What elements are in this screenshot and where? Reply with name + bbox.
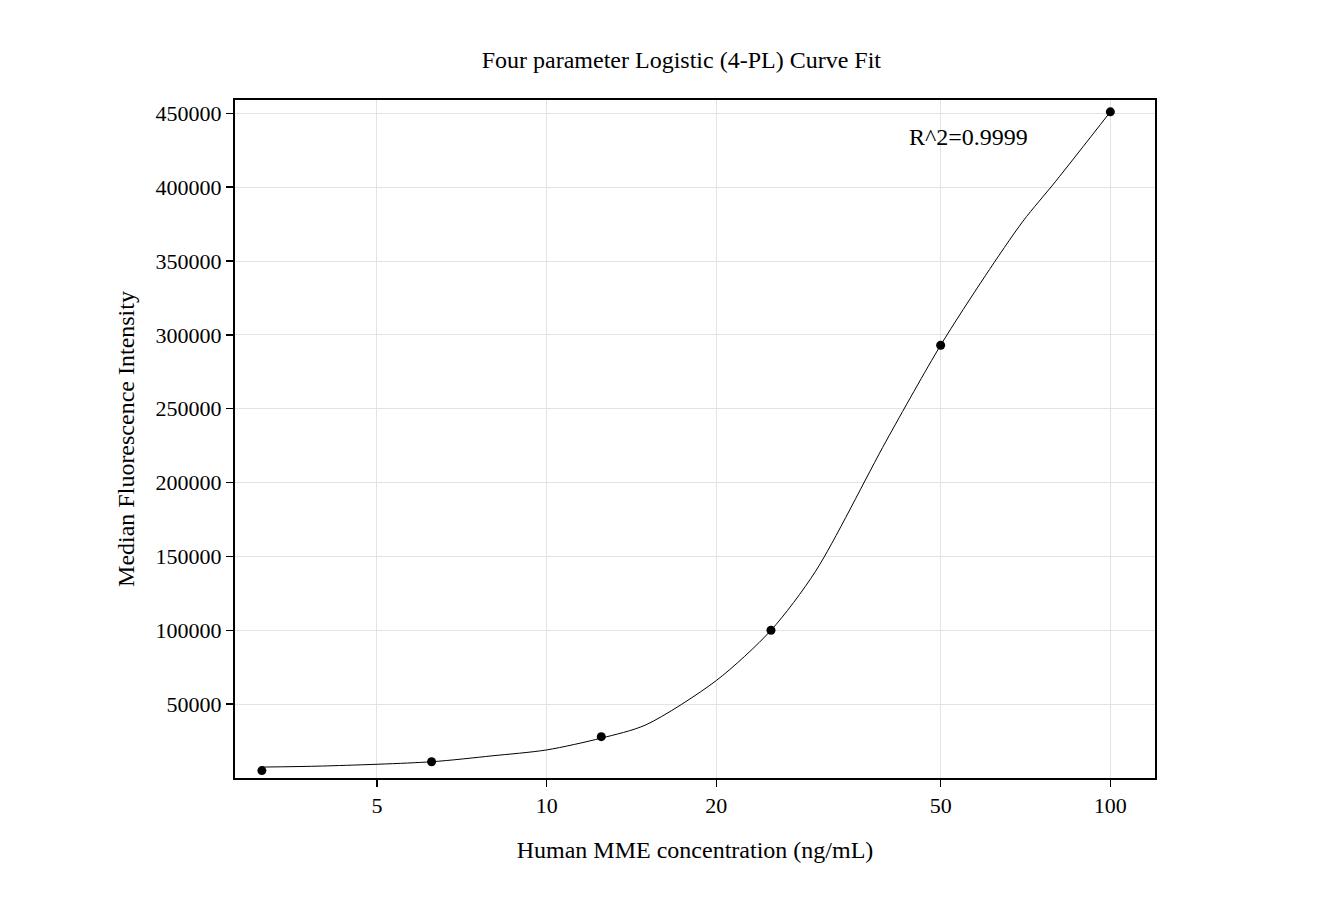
svg-text:300000: 300000	[156, 323, 222, 348]
svg-text:Median Fluorescence Intensity: Median Fluorescence Intensity	[113, 291, 139, 587]
svg-text:250000: 250000	[156, 396, 222, 421]
svg-text:450000: 450000	[156, 101, 222, 126]
svg-text:350000: 350000	[156, 249, 222, 274]
svg-text:Four parameter Logistic (4-PL): Four parameter Logistic (4-PL) Curve Fit	[482, 47, 882, 73]
svg-text:400000: 400000	[156, 175, 222, 200]
svg-text:5: 5	[371, 793, 382, 818]
svg-text:50000: 50000	[167, 692, 222, 717]
svg-text:100000: 100000	[156, 618, 222, 643]
svg-text:150000: 150000	[156, 544, 222, 569]
svg-text:Human MME concentration (ng/mL: Human MME concentration (ng/mL)	[517, 837, 874, 863]
svg-text:50: 50	[930, 793, 952, 818]
svg-text:100: 100	[1094, 793, 1127, 818]
svg-text:20: 20	[705, 793, 727, 818]
svg-text:200000: 200000	[156, 470, 222, 495]
svg-text:R^2=0.9999: R^2=0.9999	[909, 124, 1028, 150]
svg-text:10: 10	[536, 793, 558, 818]
